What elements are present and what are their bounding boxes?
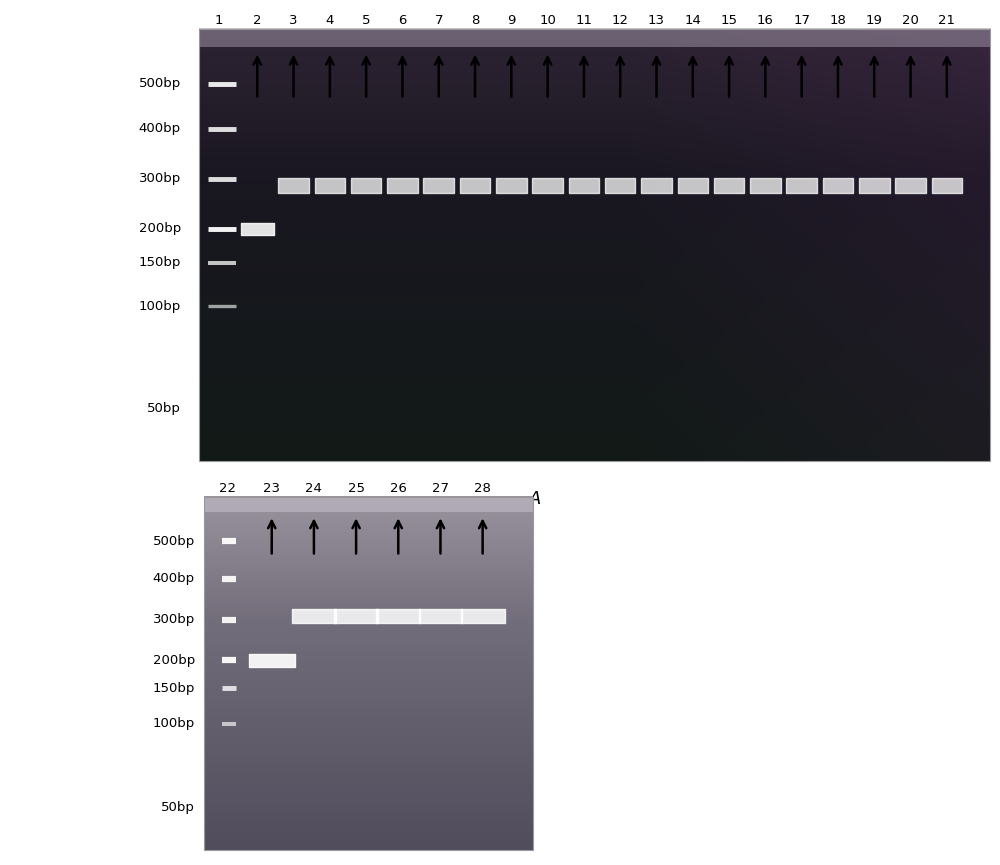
Text: 5: 5: [362, 14, 370, 27]
Text: 150bp: 150bp: [138, 256, 181, 270]
Text: 26: 26: [390, 482, 407, 495]
Text: 4: 4: [326, 14, 334, 27]
Text: 19: 19: [866, 14, 883, 27]
Text: 23: 23: [263, 482, 280, 495]
Text: 7: 7: [434, 14, 443, 27]
Text: 17: 17: [793, 14, 810, 27]
Text: 500bp: 500bp: [139, 77, 181, 90]
Text: 1: 1: [215, 14, 223, 27]
Text: 13: 13: [648, 14, 665, 27]
Text: 300bp: 300bp: [153, 613, 195, 626]
Text: 10: 10: [539, 14, 556, 27]
Text: 6: 6: [398, 14, 407, 27]
Text: 25: 25: [348, 482, 365, 495]
Text: 28: 28: [474, 482, 491, 495]
Text: 27: 27: [432, 482, 449, 495]
Text: 400bp: 400bp: [153, 572, 195, 585]
Text: 16: 16: [757, 14, 774, 27]
Text: 200bp: 200bp: [153, 654, 195, 667]
Text: 200bp: 200bp: [139, 222, 181, 235]
Text: 15: 15: [721, 14, 738, 27]
Text: 12: 12: [612, 14, 629, 27]
Text: 11: 11: [575, 14, 592, 27]
Text: 22: 22: [219, 482, 236, 495]
Text: 50bp: 50bp: [161, 801, 195, 814]
Text: 20: 20: [902, 14, 919, 27]
Text: 50bp: 50bp: [147, 401, 181, 415]
Text: 24: 24: [305, 482, 322, 495]
Text: 2: 2: [253, 14, 262, 27]
Text: 8: 8: [471, 14, 479, 27]
Text: 100bp: 100bp: [153, 717, 195, 730]
Text: 3: 3: [289, 14, 298, 27]
Text: A: A: [529, 490, 541, 508]
Text: 100bp: 100bp: [139, 299, 181, 312]
Text: 300bp: 300bp: [139, 172, 181, 185]
Text: 500bp: 500bp: [153, 535, 195, 548]
Text: 400bp: 400bp: [139, 123, 181, 136]
Text: 150bp: 150bp: [152, 682, 195, 695]
Text: 18: 18: [830, 14, 846, 27]
Text: 21: 21: [938, 14, 955, 27]
Text: 9: 9: [507, 14, 516, 27]
Text: 14: 14: [684, 14, 701, 27]
